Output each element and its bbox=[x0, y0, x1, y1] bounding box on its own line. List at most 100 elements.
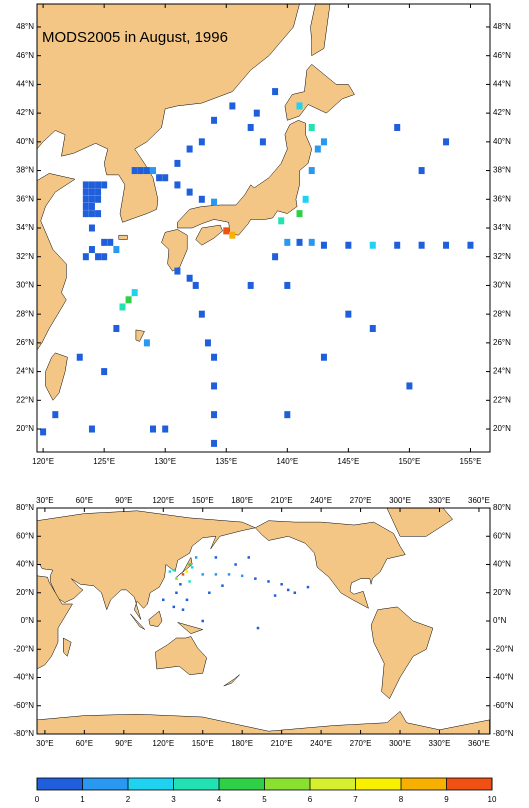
observation-cell bbox=[149, 167, 156, 175]
y-tick-label: 0°N bbox=[21, 616, 35, 625]
x-tick-label: 360°E bbox=[468, 496, 490, 505]
colorbar-swatch bbox=[37, 778, 83, 790]
observation-cell bbox=[314, 145, 321, 153]
y-tick-label: 42°N bbox=[493, 108, 511, 117]
colorbar-swatch bbox=[355, 778, 401, 790]
land bbox=[177, 120, 312, 236]
observation-cell bbox=[320, 138, 327, 146]
observation-cell bbox=[172, 568, 176, 572]
observation-cell bbox=[192, 281, 199, 289]
y-tick-label: 24°N bbox=[16, 367, 34, 376]
observation-cell bbox=[221, 584, 224, 587]
observation-cell bbox=[406, 382, 413, 390]
observation-cell bbox=[188, 580, 191, 583]
colorbar-swatch bbox=[264, 778, 310, 790]
colorbar-label: 2 bbox=[126, 795, 131, 804]
observation-cell bbox=[296, 102, 303, 110]
colorbar-swatch bbox=[310, 778, 356, 790]
x-tick-label: 150°E bbox=[192, 496, 214, 505]
observation-cell bbox=[198, 195, 205, 203]
observation-cell bbox=[247, 123, 254, 131]
y-tick-label: 46°N bbox=[16, 51, 34, 60]
land bbox=[155, 636, 207, 675]
land bbox=[148, 610, 163, 627]
y-tick-label: 22°N bbox=[16, 395, 34, 404]
land bbox=[63, 637, 72, 657]
x-tick-label: 330°E bbox=[429, 496, 451, 505]
observation-cell bbox=[88, 210, 95, 218]
observation-cell bbox=[107, 238, 114, 246]
observation-cell bbox=[88, 202, 95, 210]
observation-cell bbox=[82, 210, 89, 218]
colorbar-label: 10 bbox=[488, 795, 497, 804]
observation-cell bbox=[296, 238, 303, 246]
observation-cell bbox=[188, 563, 191, 566]
y-tick-label: 60°N bbox=[16, 531, 34, 540]
observation-cell bbox=[418, 241, 425, 249]
observation-cell bbox=[284, 238, 291, 246]
observation-cell bbox=[247, 556, 251, 559]
observation-cell bbox=[162, 598, 165, 602]
colorbar-label: 6 bbox=[308, 795, 313, 804]
colorbar-swatch bbox=[401, 778, 447, 790]
observation-cell bbox=[320, 353, 327, 361]
observation-cell bbox=[162, 174, 169, 182]
land bbox=[118, 234, 128, 240]
observation-cell bbox=[284, 411, 291, 419]
observation-cell bbox=[240, 574, 244, 578]
observation-cell bbox=[95, 210, 102, 218]
x-tick-label: 120°E bbox=[32, 457, 54, 466]
y-tick-label: 26°N bbox=[16, 338, 34, 347]
observation-cell bbox=[208, 591, 211, 594]
y-tick-label: 32°N bbox=[493, 252, 511, 261]
y-tick-label: 34°N bbox=[16, 223, 34, 232]
land bbox=[386, 508, 453, 537]
x-tick-label: 120°E bbox=[32, 0, 54, 1]
observation-cell bbox=[198, 138, 205, 146]
observation-cell bbox=[394, 123, 401, 131]
x-tick-label: 210°E bbox=[271, 496, 293, 505]
observation-cell bbox=[185, 570, 189, 573]
land bbox=[176, 556, 193, 578]
y-tick-label: 20°N bbox=[493, 588, 511, 597]
y-tick-label: -60°N bbox=[493, 701, 514, 710]
y-tick-label: 46°N bbox=[493, 51, 511, 60]
observation-cell bbox=[234, 563, 237, 566]
land bbox=[177, 622, 204, 634]
colorbar-label: 3 bbox=[171, 795, 176, 804]
y-tick-label: 0°N bbox=[493, 616, 507, 625]
observation-cell bbox=[52, 411, 59, 419]
y-tick-label: 30°N bbox=[16, 281, 34, 290]
x-tick-label: 120°E bbox=[152, 496, 174, 505]
observation-cell bbox=[174, 267, 181, 275]
y-tick-label: 32°N bbox=[16, 252, 34, 261]
y-tick-label: -60°N bbox=[13, 701, 34, 710]
observation-cell bbox=[369, 325, 376, 333]
observation-cell bbox=[418, 167, 425, 175]
y-tick-label: -20°N bbox=[493, 644, 514, 653]
y-tick-label: 48°N bbox=[16, 22, 34, 31]
observation-cell bbox=[119, 303, 126, 311]
observation-cell bbox=[223, 227, 230, 235]
observation-cell bbox=[214, 573, 218, 576]
observation-cell bbox=[278, 217, 285, 225]
observation-cell bbox=[143, 339, 150, 347]
x-tick-label: 155°E bbox=[460, 0, 482, 1]
observation-cell bbox=[88, 181, 95, 189]
observation-cell bbox=[280, 583, 283, 586]
observation-cell bbox=[95, 253, 102, 261]
x-tick-label: 145°E bbox=[337, 0, 359, 1]
y-tick-label: 44°N bbox=[16, 80, 34, 89]
y-tick-label: 30°N bbox=[493, 281, 511, 290]
observation-cell bbox=[467, 241, 474, 249]
x-tick-label: 150°E bbox=[398, 0, 420, 1]
y-tick-label: 44°N bbox=[493, 80, 511, 89]
y-tick-label: 36°N bbox=[16, 194, 34, 203]
x-tick-label: 210°E bbox=[271, 739, 293, 748]
observation-cell bbox=[227, 573, 231, 576]
colorbar-label: 1 bbox=[80, 795, 85, 804]
observation-cell bbox=[101, 238, 108, 246]
observation-cell bbox=[174, 159, 181, 167]
observation-cell bbox=[272, 88, 279, 96]
x-tick-label: 90°E bbox=[115, 496, 132, 505]
